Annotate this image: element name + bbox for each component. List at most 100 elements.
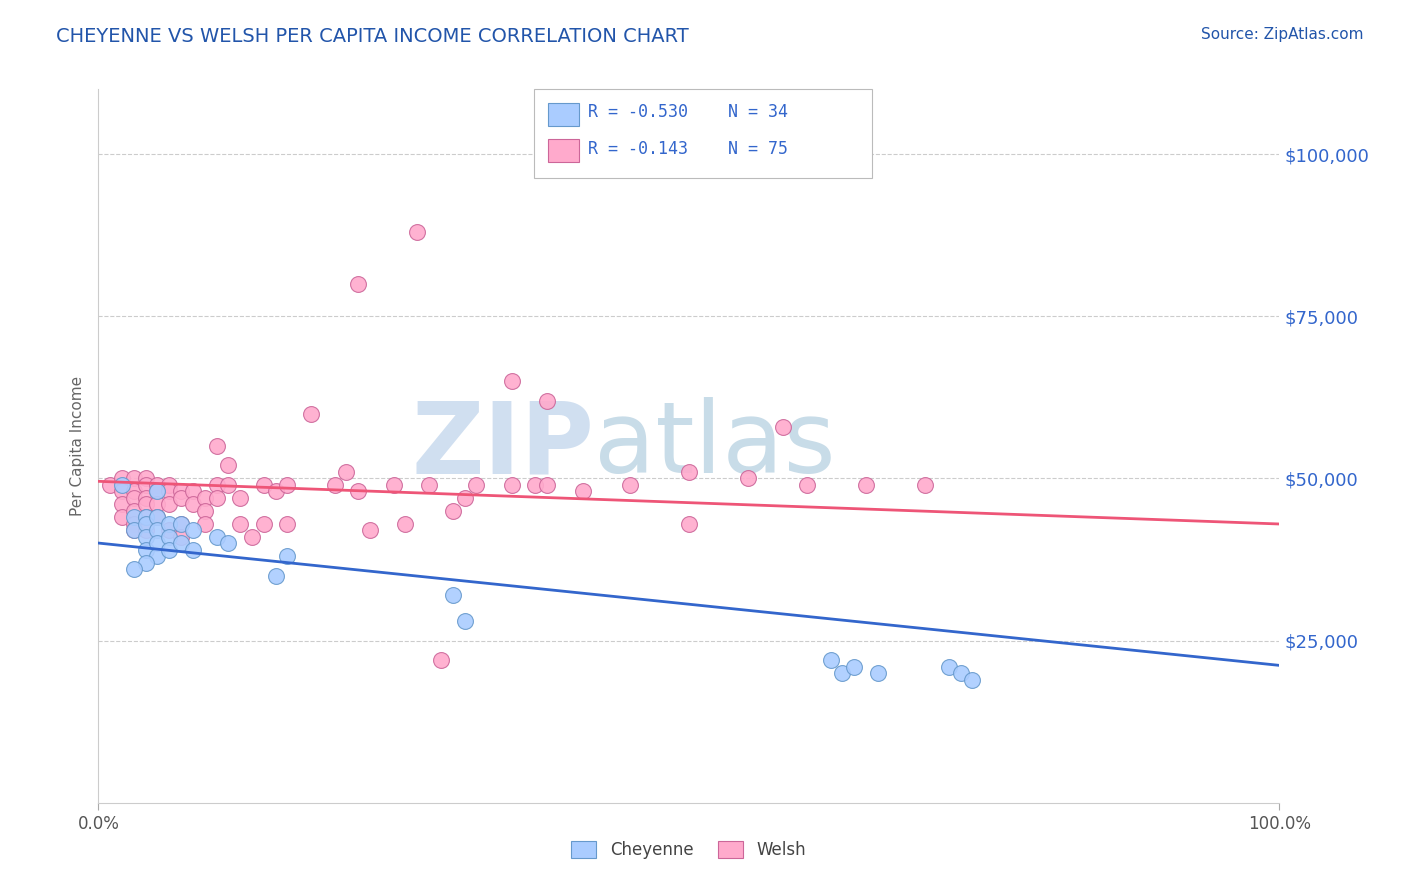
Point — [949, 666, 972, 681]
Point — [157, 524, 180, 538]
Text: ZIP: ZIP — [412, 398, 595, 494]
Point — [347, 277, 370, 291]
Point — [181, 524, 204, 538]
Point — [678, 465, 700, 479]
Point — [146, 549, 169, 564]
Point — [135, 516, 157, 531]
Point — [111, 478, 134, 492]
Point — [217, 458, 239, 473]
Point — [146, 484, 169, 499]
Point — [205, 478, 228, 492]
Point — [441, 588, 464, 602]
Point — [146, 510, 169, 524]
Point — [335, 465, 357, 479]
Point — [264, 568, 287, 582]
Point — [135, 530, 157, 544]
Point — [394, 516, 416, 531]
Point — [98, 478, 121, 492]
Text: atlas: atlas — [595, 398, 837, 494]
Point — [737, 471, 759, 485]
Point — [122, 484, 145, 499]
Point — [205, 491, 228, 505]
Point — [240, 530, 263, 544]
Point — [157, 530, 180, 544]
Point — [122, 510, 145, 524]
Point — [406, 225, 429, 239]
Point — [157, 516, 180, 531]
Point — [276, 516, 298, 531]
Point — [866, 666, 889, 681]
Point — [146, 478, 169, 492]
Point — [430, 653, 453, 667]
Point — [135, 542, 157, 557]
Point — [135, 491, 157, 505]
Point — [111, 497, 134, 511]
Y-axis label: Per Capita Income: Per Capita Income — [70, 376, 86, 516]
Point — [962, 673, 984, 687]
Point — [135, 510, 157, 524]
Point — [146, 510, 169, 524]
Point — [170, 536, 193, 550]
Point — [122, 524, 145, 538]
Point — [831, 666, 853, 681]
Point — [181, 484, 204, 499]
Point — [135, 510, 157, 524]
Point — [181, 497, 204, 511]
Point — [170, 516, 193, 531]
Point — [146, 497, 169, 511]
Text: R = -0.530    N = 34: R = -0.530 N = 34 — [588, 103, 787, 121]
Point — [135, 556, 157, 570]
Point — [382, 478, 405, 492]
Point — [170, 530, 193, 544]
Point — [441, 504, 464, 518]
Point — [157, 478, 180, 492]
Point — [122, 471, 145, 485]
Point — [229, 491, 252, 505]
Legend: Cheyenne, Welsh: Cheyenne, Welsh — [565, 834, 813, 866]
Point — [253, 478, 276, 492]
Point — [157, 497, 180, 511]
Point — [194, 516, 217, 531]
Point — [619, 478, 641, 492]
Point — [855, 478, 877, 492]
Point — [347, 484, 370, 499]
Text: CHEYENNE VS WELSH PER CAPITA INCOME CORRELATION CHART: CHEYENNE VS WELSH PER CAPITA INCOME CORR… — [56, 27, 689, 45]
Point — [170, 516, 193, 531]
Text: Source: ZipAtlas.com: Source: ZipAtlas.com — [1201, 27, 1364, 42]
Point — [276, 478, 298, 492]
Point — [157, 542, 180, 557]
Point — [170, 484, 193, 499]
Point — [501, 374, 523, 388]
Point — [678, 516, 700, 531]
Point — [146, 524, 169, 538]
Point — [122, 504, 145, 518]
Point — [536, 478, 558, 492]
Point — [135, 524, 157, 538]
Point — [111, 484, 134, 499]
Point — [359, 524, 381, 538]
Point — [276, 549, 298, 564]
Point — [844, 659, 866, 673]
Point — [453, 614, 475, 628]
Point — [524, 478, 547, 492]
Point — [122, 491, 145, 505]
Point — [146, 536, 169, 550]
Point — [194, 504, 217, 518]
Point — [194, 491, 217, 505]
Point — [135, 471, 157, 485]
Point — [264, 484, 287, 499]
Point — [122, 524, 145, 538]
Point — [253, 516, 276, 531]
Point — [122, 516, 145, 531]
Point — [571, 484, 593, 499]
Point — [938, 659, 960, 673]
Point — [181, 542, 204, 557]
Point — [135, 497, 157, 511]
Point — [323, 478, 346, 492]
Point — [111, 510, 134, 524]
Point — [453, 491, 475, 505]
Point — [536, 393, 558, 408]
Point — [205, 530, 228, 544]
Point — [146, 484, 169, 499]
Point — [217, 536, 239, 550]
